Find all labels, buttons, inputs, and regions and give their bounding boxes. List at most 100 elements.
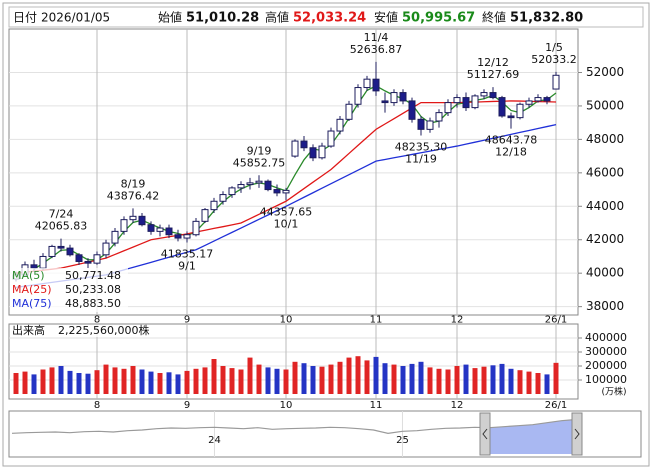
candle-body (435, 112, 443, 122)
candle-body (390, 92, 398, 104)
annotation-value: 41835.17 (161, 247, 214, 260)
x-tick-label: 12 (451, 315, 464, 326)
volume-bar (13, 373, 19, 394)
volume-bar (31, 374, 37, 394)
volume-bar (310, 366, 316, 394)
volume-bar (544, 374, 550, 394)
volume-bar (67, 370, 73, 394)
candle-body (192, 220, 200, 236)
date: 2026/01/05 (41, 11, 110, 25)
y-tick-label: 100000 (585, 373, 627, 386)
annotation-value: 45852.75 (233, 156, 286, 169)
annotation-date: 1/5 (545, 41, 563, 54)
header-box (8, 6, 644, 28)
y-tick-label: 50000 (586, 98, 624, 112)
candle-body (39, 255, 47, 269)
candle-body (66, 247, 74, 256)
volume-bar (157, 373, 163, 394)
nav-arrow-left (482, 428, 488, 440)
volume-bar (409, 363, 415, 394)
nav-handle-right[interactable] (571, 412, 583, 456)
volume-bar (355, 356, 361, 394)
candle-body (93, 254, 101, 264)
candle-body (462, 97, 470, 109)
annotation-value: 42065.83 (35, 220, 88, 233)
volume-bar (229, 368, 235, 394)
x-tick-label: 9 (184, 400, 190, 411)
candle-body (444, 102, 452, 114)
volume-bar (328, 364, 334, 394)
annotation-date: 12/18 (495, 146, 527, 159)
candle-body (228, 187, 236, 196)
low: 50,995.67 (402, 11, 475, 26)
candle-body (309, 147, 317, 159)
candle-body (318, 145, 326, 159)
candle-body (336, 118, 344, 132)
annotation-value: 48235.30 (395, 140, 448, 153)
volume-bar (427, 367, 433, 394)
candle-body (363, 78, 371, 89)
date-label: 日付 (13, 11, 37, 25)
volume-bar (535, 373, 541, 394)
volume-bar (499, 363, 505, 394)
volume-bar (22, 371, 28, 394)
annotation-date: 7/24 (49, 208, 74, 221)
high: 52,033.24 (293, 11, 366, 26)
y-tick-label: 44000 (586, 199, 624, 213)
nav-handle-left[interactable] (479, 412, 491, 456)
candle-body (120, 219, 128, 232)
volume-bar (139, 369, 145, 394)
legend-value: 50,771.48 (65, 269, 121, 282)
unit-label: (万株) (601, 386, 626, 398)
close-label: 終値 (482, 10, 506, 25)
y-tick-label: 42000 (586, 232, 624, 246)
main-panel (8, 28, 579, 316)
y-tick-label: 300000 (585, 345, 627, 358)
volume-bar (445, 369, 451, 394)
volume-bar (148, 371, 154, 394)
candle-body (102, 242, 110, 256)
volume-bar (436, 368, 442, 394)
volume-bar (301, 363, 307, 394)
candle-body (84, 260, 92, 264)
x-tick-label: 26/1 (545, 315, 567, 326)
volume-bar (184, 370, 190, 394)
candle-body (165, 227, 173, 236)
nav-label: 25 (396, 435, 409, 446)
candle-body (291, 140, 299, 157)
volume-bar (346, 357, 352, 394)
y-tick-label: 46000 (586, 165, 624, 179)
volume-bar (526, 371, 532, 394)
volume-bar (508, 368, 514, 394)
candle-body (408, 100, 416, 120)
candle-body (282, 189, 290, 194)
annotation-value: 43876.42 (107, 189, 160, 202)
x-tick-label: 11 (370, 315, 383, 326)
candle-body (246, 182, 254, 186)
y-tick-label: 48000 (586, 132, 624, 146)
candle-body (300, 140, 308, 149)
volume-bar (418, 361, 424, 394)
candle-body (174, 234, 182, 239)
candle-body (201, 209, 209, 222)
annotation-value: 48643.78 (485, 134, 538, 147)
candle-body (525, 100, 533, 105)
volume-bar (265, 367, 271, 394)
x-tick-label: 26/1 (545, 400, 567, 411)
candle-body (129, 215, 137, 221)
volume-bar (220, 366, 226, 394)
legend-value: 48,883.50 (65, 297, 121, 310)
plot-layer: 38000 40000 42000 44000 46000 48000 50000 52000… (9, 29, 627, 457)
volume-bar (337, 361, 343, 394)
volume-latest: 2,225,560,000株 (58, 323, 149, 337)
volume-bar (130, 366, 136, 394)
candle-body (417, 118, 425, 130)
volume-bar (274, 368, 280, 394)
annotation-value: 51127.69 (467, 68, 520, 81)
annotation-date: 11/19 (405, 152, 437, 165)
candle-body (147, 224, 155, 232)
candle-body (30, 264, 38, 269)
candle-body (489, 92, 497, 99)
